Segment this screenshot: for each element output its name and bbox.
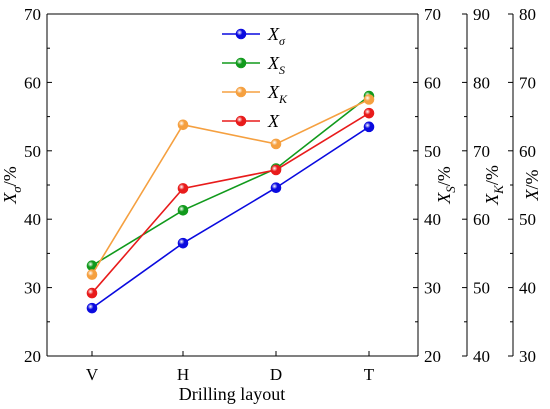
y-axis-right1-tick-label: 50 bbox=[424, 142, 441, 161]
series-line-2 bbox=[91, 95, 370, 267]
legend-label-1: Xσ bbox=[267, 24, 286, 48]
x-axis-tick-label: H bbox=[177, 365, 189, 384]
y-axis-right2-tick-label: 70 bbox=[473, 142, 490, 161]
legend-marker-3 bbox=[235, 86, 247, 98]
y-axis-left-title: Xσ/% bbox=[0, 166, 24, 204]
data-point bbox=[270, 164, 282, 176]
y-axis-right3-title: X/% bbox=[522, 169, 542, 201]
y-axis-right3-tick-label: 40 bbox=[519, 279, 536, 298]
y-axis-right3-tick-label: 60 bbox=[519, 142, 536, 161]
y-axis-right3-tick-label: 50 bbox=[519, 210, 536, 229]
y-axis-right2-tick-label: 60 bbox=[473, 210, 490, 229]
y-axis-left-tick-label: 40 bbox=[24, 210, 41, 229]
x-axis-tick-label: D bbox=[270, 365, 282, 384]
data-point bbox=[363, 121, 375, 133]
y-axis-left-tick-label: 20 bbox=[24, 347, 41, 366]
y-axis-right1-tick-label: 20 bbox=[424, 347, 441, 366]
data-point bbox=[177, 119, 189, 131]
legend-label-2: XS bbox=[267, 53, 285, 77]
series-line-3 bbox=[91, 98, 370, 276]
y-axis-right1-title: XS/% bbox=[434, 166, 458, 205]
legend-label-4: X bbox=[267, 111, 280, 131]
data-point bbox=[177, 205, 189, 216]
x-axis-tick-label: V bbox=[86, 365, 99, 384]
legend-marker-2 bbox=[235, 57, 247, 69]
y-axis-right3-tick-label: 80 bbox=[519, 5, 536, 24]
y-axis-right1-tick-label: 70 bbox=[424, 5, 441, 24]
data-point bbox=[86, 269, 98, 280]
data-point bbox=[270, 138, 282, 150]
y-axis-right3-tick-label: 70 bbox=[519, 73, 536, 92]
y-axis-right1-tick-label: 60 bbox=[424, 73, 441, 92]
y-axis-left-tick-label: 60 bbox=[24, 73, 41, 92]
y-axis-right2-title: XK/% bbox=[482, 165, 506, 206]
y-axis-left-tick-label: 50 bbox=[24, 142, 41, 161]
data-point bbox=[363, 94, 375, 105]
legend-marker-1 bbox=[235, 28, 247, 40]
data-point bbox=[86, 302, 98, 314]
y-axis-left-tick-label: 30 bbox=[24, 279, 41, 298]
y-axis-right2-tick-label: 80 bbox=[473, 73, 490, 92]
y-axis-right2-tick-label: 40 bbox=[473, 347, 490, 366]
data-point bbox=[86, 287, 98, 299]
data-point bbox=[177, 183, 189, 194]
x-axis-title: Drilling layout bbox=[179, 384, 286, 404]
legend-label-3: XK bbox=[267, 82, 288, 106]
legend: Xσ XS XK X bbox=[222, 24, 288, 131]
series-line-1 bbox=[91, 126, 370, 309]
y-axis-right1-tick-label: 30 bbox=[424, 279, 441, 298]
data-point bbox=[270, 182, 282, 194]
y-axis-right2-tick-label: 50 bbox=[473, 279, 490, 298]
series-line-4 bbox=[91, 112, 370, 294]
data-point bbox=[363, 107, 375, 119]
y-axis-left-tick-label: 70 bbox=[24, 5, 41, 24]
data-point bbox=[177, 237, 189, 249]
legend-marker-4 bbox=[235, 115, 247, 127]
y-axis-right1-tick-label: 40 bbox=[424, 210, 441, 229]
x-axis-tick-label: T bbox=[364, 365, 375, 384]
y-axis-right2-tick-label: 90 bbox=[473, 5, 490, 24]
y-axis-right3-tick-label: 30 bbox=[519, 347, 536, 366]
